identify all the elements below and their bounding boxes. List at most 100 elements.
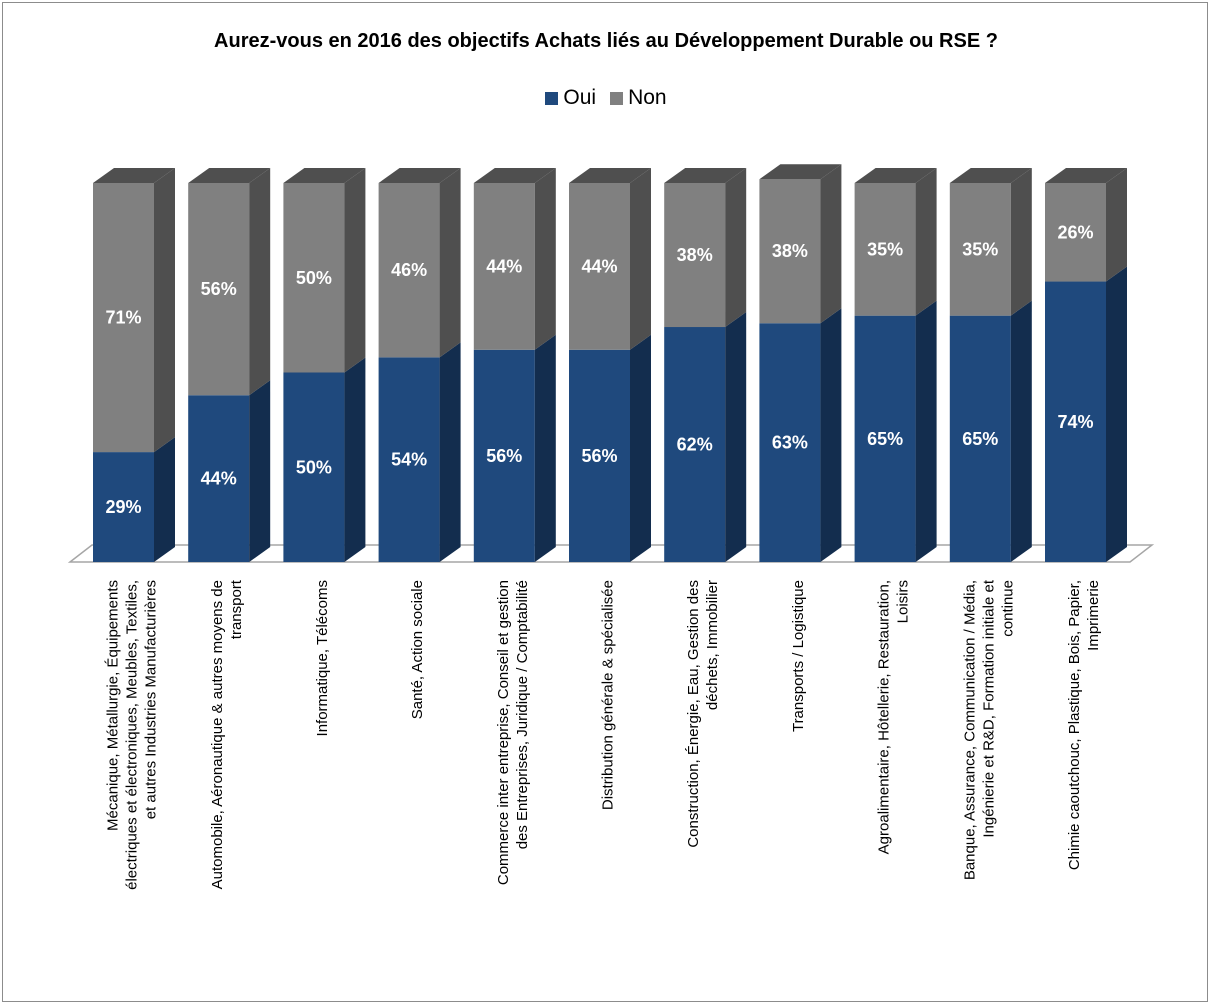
category-label-5-0: Distribution générale & spécialisée	[600, 580, 617, 810]
bar-non-10	[1045, 183, 1106, 282]
bar-top-10	[1045, 168, 1127, 183]
bar-non-side-6	[725, 168, 747, 328]
data-label-oui-8: 65%	[867, 429, 903, 449]
bar-non-4	[473, 183, 535, 350]
legend-swatch-oui	[545, 91, 559, 105]
data-label-non-8: 35%	[867, 239, 903, 259]
bar-non-side-7	[820, 164, 842, 324]
bar-non-6	[664, 183, 726, 328]
category-label-9-2: continue	[999, 580, 1016, 637]
data-label-non-1: 56%	[201, 279, 237, 299]
bar-oui-0	[93, 452, 154, 562]
legend-swatch-non	[610, 91, 624, 105]
data-label-non-7: 38%	[772, 241, 808, 261]
bar-non-2	[283, 183, 345, 373]
category-label-0-2: et autres Industries Manufacturières	[143, 580, 160, 819]
bar-non-side-5	[630, 168, 651, 350]
data-label-oui-3: 54%	[391, 450, 427, 470]
bar-top-1	[188, 168, 271, 183]
bar-top-4	[473, 168, 556, 183]
bar-oui-side-1	[249, 380, 271, 562]
bar-oui-side-7	[820, 308, 842, 562]
data-label-oui-6: 62%	[677, 435, 713, 455]
bar-oui-10	[1045, 281, 1106, 562]
category-label-3-0: Santé, Action sociale	[409, 580, 426, 719]
data-label-oui-4: 56%	[486, 446, 522, 466]
bar-non-1	[188, 183, 250, 396]
bar-oui-3	[378, 357, 440, 562]
bar-top-6	[664, 168, 747, 183]
bar-non-9	[949, 183, 1011, 316]
category-label-1-1: transport	[228, 579, 245, 639]
data-label-oui-2: 50%	[296, 457, 332, 477]
bar-oui-8	[854, 315, 916, 562]
bar-top-3	[378, 168, 461, 183]
category-label-4-0: Commerce inter entreprise, Conseil et ge…	[495, 580, 512, 885]
bar-top-0	[93, 168, 175, 183]
bar-non-0	[93, 183, 154, 453]
bar-top-8	[854, 168, 937, 183]
bar-oui-side-5	[630, 334, 651, 562]
category-label-9-0: Banque, Assurance, Communication / Média…	[961, 580, 978, 880]
bar-oui-2	[283, 372, 345, 562]
bar-non-side-0	[154, 168, 175, 453]
data-label-oui-10: 74%	[1057, 412, 1093, 432]
data-label-non-2: 50%	[296, 268, 332, 288]
bar-oui-7	[759, 323, 821, 562]
category-label-0-1: électriques et électroniques, Meubles, T…	[124, 580, 141, 890]
legend-item-oui: Oui	[545, 86, 596, 110]
bar-non-7	[759, 179, 821, 324]
chart-title: Aurez-vous en 2016 des objectifs Achats …	[214, 30, 998, 52]
legend-label-non: Non	[628, 86, 667, 109]
data-label-non-3: 46%	[391, 260, 427, 280]
bar-top-2	[283, 168, 366, 183]
category-label-8-0: Agroalimentaire, Hôtellerie, Restauratio…	[876, 580, 893, 854]
category-label-0-0: Mécanique, Métallurgie, Équipements	[105, 580, 122, 831]
data-label-non-10: 26%	[1057, 222, 1093, 242]
data-label-oui-1: 44%	[201, 469, 237, 489]
bar-top-5	[569, 168, 651, 183]
bar-non-side-1	[249, 168, 271, 396]
category-label-7-0: Transports / Logistique	[790, 580, 807, 732]
bar-non-5	[569, 183, 630, 350]
data-label-non-0: 71%	[105, 308, 141, 328]
data-label-non-9: 35%	[962, 239, 998, 259]
category-label-4-1: des Entreprises, Juridique / Comptabilit…	[514, 580, 531, 849]
bar-top-9	[949, 168, 1032, 183]
data-label-oui-7: 63%	[772, 433, 808, 453]
bar-non-3	[378, 183, 440, 358]
bar-oui-4	[473, 349, 535, 562]
bar-non-side-2	[344, 168, 366, 373]
bar-non-side-10	[1106, 168, 1127, 282]
bar-oui-side-10	[1106, 266, 1127, 562]
category-label-2-0: Informatique, Télécoms	[314, 580, 331, 736]
data-label-oui-9: 65%	[962, 429, 998, 449]
category-label-10-1: Imprimerie	[1085, 580, 1102, 651]
bar-top-7	[759, 164, 842, 180]
data-label-non-6: 38%	[677, 245, 713, 265]
category-label-6-1: déchets, Immobilier	[704, 580, 721, 710]
bar-oui-side-0	[154, 437, 175, 562]
bar-non-side-3	[439, 168, 461, 358]
bar-oui-side-9	[1010, 300, 1032, 562]
bar-non-side-4	[534, 168, 556, 350]
legend-label-oui: Oui	[563, 86, 597, 109]
legend-item-non: Non	[610, 86, 667, 110]
bar-non-side-8	[915, 168, 937, 316]
category-label-6-0: Construction, Énergie, Eau, Gestion des	[685, 580, 702, 848]
category-label-9-1: Ingénierie et R&D, Formation initiale et	[980, 579, 997, 837]
bar-non-side-9	[1010, 168, 1032, 316]
bar-oui-6	[664, 327, 726, 562]
category-label-10-0: Chimie caoutchouc, Plastique, Bois, Papi…	[1066, 580, 1083, 870]
bar-oui-side-3	[439, 342, 461, 562]
bar-non-8	[854, 183, 916, 316]
bar-oui-side-8	[915, 300, 937, 562]
bar-oui-side-6	[725, 312, 747, 562]
bar-oui-side-4	[534, 334, 556, 562]
category-label-8-1: Loisirs	[895, 580, 912, 623]
data-label-non-4: 44%	[486, 256, 522, 276]
bar-oui-side-2	[344, 357, 366, 562]
bar-oui-9	[949, 315, 1011, 562]
chart-legend: Oui Non	[0, 86, 1212, 110]
data-label-oui-5: 56%	[581, 446, 617, 466]
